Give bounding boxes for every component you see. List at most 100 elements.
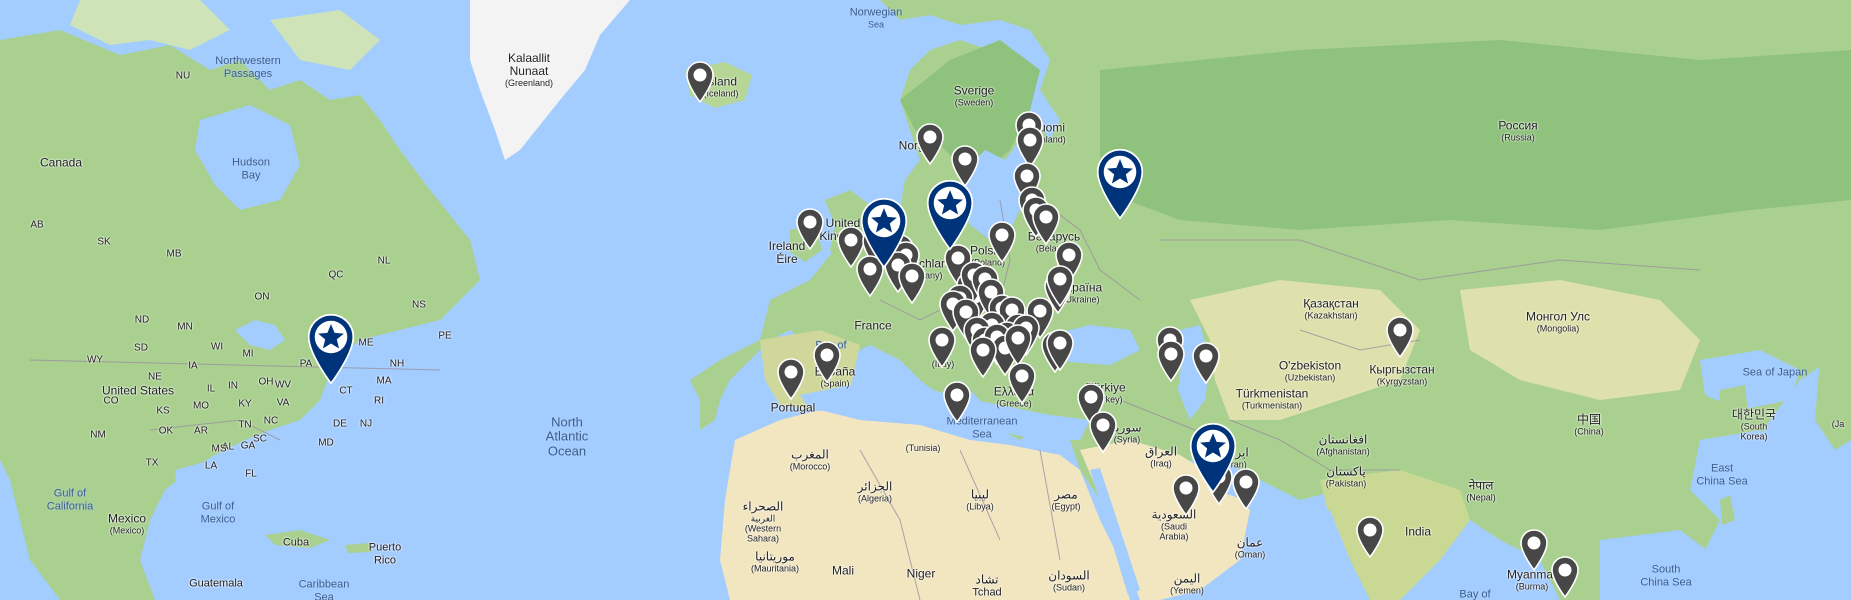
- location-pin-icon[interactable]: [1191, 342, 1221, 384]
- label-ga: GA: [240, 440, 256, 452]
- location-pin-icon[interactable]: [836, 226, 866, 268]
- label-myanmar: Myanmar (Burma): [1506, 567, 1558, 592]
- label-nepal: नेपाल (Nepal): [1466, 478, 1496, 503]
- label-pe: PE: [438, 330, 452, 342]
- label-fl: FL: [245, 468, 257, 480]
- land-korea: [1718, 385, 1750, 440]
- label-sc: SC: [253, 433, 267, 445]
- label-western-sahara: الصحراء الغربية (Western Sahara): [742, 499, 784, 544]
- label-greenland: Kalaallit Nunaat (Greenland): [504, 51, 554, 89]
- label-ky: KY: [238, 398, 252, 410]
- label-kazakhstan: Қазақстан (Kazakhstan): [1303, 296, 1359, 321]
- label-india: India: [1404, 524, 1432, 539]
- label-il: IL: [206, 383, 216, 395]
- label-sea-of-japan: Sea of Japan: [1742, 366, 1808, 379]
- water-red-sea: [1090, 468, 1140, 595]
- location-pin-icon[interactable]: [1156, 340, 1186, 382]
- label-mexico: Mexico (Mexico): [107, 511, 147, 536]
- label-bay-of-bengal: Bay of: [1459, 588, 1491, 600]
- location-pin-icon[interactable]: [776, 358, 806, 400]
- location-pin-icon[interactable]: [927, 326, 957, 368]
- label-northwestern-passages: Northwestern Passages: [215, 55, 281, 80]
- office-russia-star-pin-icon[interactable]: [1092, 148, 1148, 220]
- label-guatemala: Guatemala: [189, 577, 243, 590]
- location-pin-icon[interactable]: [1031, 203, 1061, 245]
- land-arctic-islands: [70, 0, 230, 50]
- label-wv: WV: [274, 379, 292, 391]
- location-pin-icon[interactable]: [1007, 362, 1037, 404]
- location-pin-icon[interactable]: [812, 341, 842, 383]
- label-afghanistan: افغانستان (Afghanistan): [1316, 432, 1370, 457]
- location-pin-icon[interactable]: [1385, 316, 1415, 358]
- land-scandinavia: [900, 40, 1040, 175]
- label-oman: عمان (Oman): [1234, 535, 1266, 560]
- label-norwegian-sea: Norwegian Sea: [849, 6, 903, 30]
- label-tunisia: (Tunisia): [905, 443, 941, 453]
- water-baltic: [960, 140, 1035, 240]
- label-wy: WY: [86, 354, 104, 366]
- land-africa: [720, 410, 1130, 600]
- water-black-sea: [1050, 325, 1140, 365]
- location-pin-icon[interactable]: [968, 336, 998, 378]
- water-south-china-sea: [1600, 530, 1720, 600]
- label-ct: CT: [339, 385, 353, 397]
- location-pin-icon[interactable]: [1003, 324, 1033, 366]
- office-usa-northeast-star-pin-icon[interactable]: [303, 313, 359, 385]
- label-sd: SD: [134, 342, 148, 354]
- label-china: 中国 (China): [1574, 412, 1604, 437]
- location-pin-icon[interactable]: [1088, 411, 1118, 453]
- label-mongolia: Монгол Улс (Mongolia): [1525, 309, 1591, 334]
- location-pin-icon[interactable]: [685, 61, 715, 103]
- label-ne: NE: [148, 371, 162, 383]
- land-greenland: [470, 0, 630, 160]
- land-taiwan: [1720, 495, 1735, 525]
- location-pin-icon[interactable]: [1045, 329, 1075, 371]
- label-ireland: Ireland Éire: [768, 239, 806, 266]
- label-mn: MN: [177, 321, 193, 333]
- location-pin-icon[interactable]: [795, 208, 825, 250]
- label-north-atlantic-ocean: North Atlantic Ocean: [545, 414, 589, 459]
- label-united-states: United States: [101, 383, 175, 398]
- label-gulf-of-california: Gulf of California: [46, 487, 94, 513]
- water-east-china-sea: [1690, 430, 1790, 520]
- label-france: France: [854, 318, 892, 333]
- location-pin-icon[interactable]: [950, 145, 980, 187]
- land-japan: [1815, 340, 1851, 450]
- water-arabian-sea: [1245, 510, 1370, 600]
- label-east-china-sea: East China Sea: [1696, 462, 1748, 488]
- label-de: DE: [333, 418, 347, 430]
- office-uae-star-pin-icon[interactable]: [1185, 422, 1241, 494]
- label-qc: QC: [328, 269, 344, 281]
- label-puerto-rico: Puerto Rico: [368, 541, 402, 567]
- location-pin-icon[interactable]: [1015, 126, 1045, 168]
- label-mo: MO: [192, 400, 210, 412]
- label-ma: MA: [376, 375, 392, 387]
- location-pin-icon[interactable]: [1550, 556, 1580, 598]
- label-tx: TX: [145, 457, 159, 469]
- label-va: VA: [276, 397, 290, 409]
- office-denmark-star-pin-icon[interactable]: [922, 179, 978, 251]
- location-pin-icon[interactable]: [1171, 474, 1201, 516]
- label-al: AL: [221, 441, 235, 453]
- land-cuba: [265, 530, 330, 548]
- label-egypt: مصر (Egypt): [1051, 487, 1081, 512]
- label-nc: NC: [263, 415, 279, 427]
- land-north-america: [0, 30, 480, 600]
- location-pin-icon[interactable]: [855, 255, 885, 297]
- label-portugal: Portugal: [770, 400, 816, 415]
- label-wi: WI: [210, 341, 224, 353]
- location-pin-icon[interactable]: [987, 221, 1017, 263]
- location-pin-icon[interactable]: [942, 381, 972, 423]
- location-pin-icon[interactable]: [1355, 516, 1385, 558]
- location-pin-icon[interactable]: [1231, 468, 1261, 510]
- office-uk-star-pin-icon[interactable]: [856, 197, 912, 269]
- water-gulf-of-mexico: [175, 455, 300, 535]
- label-caribbean-sea: Caribbean Sea: [298, 578, 350, 600]
- location-pin-icon[interactable]: [915, 123, 945, 165]
- location-pin-icon[interactable]: [1045, 265, 1075, 307]
- location-pin-icon[interactable]: [897, 262, 927, 304]
- location-pin-icon[interactable]: [1519, 529, 1549, 571]
- label-ar: AR: [194, 425, 208, 437]
